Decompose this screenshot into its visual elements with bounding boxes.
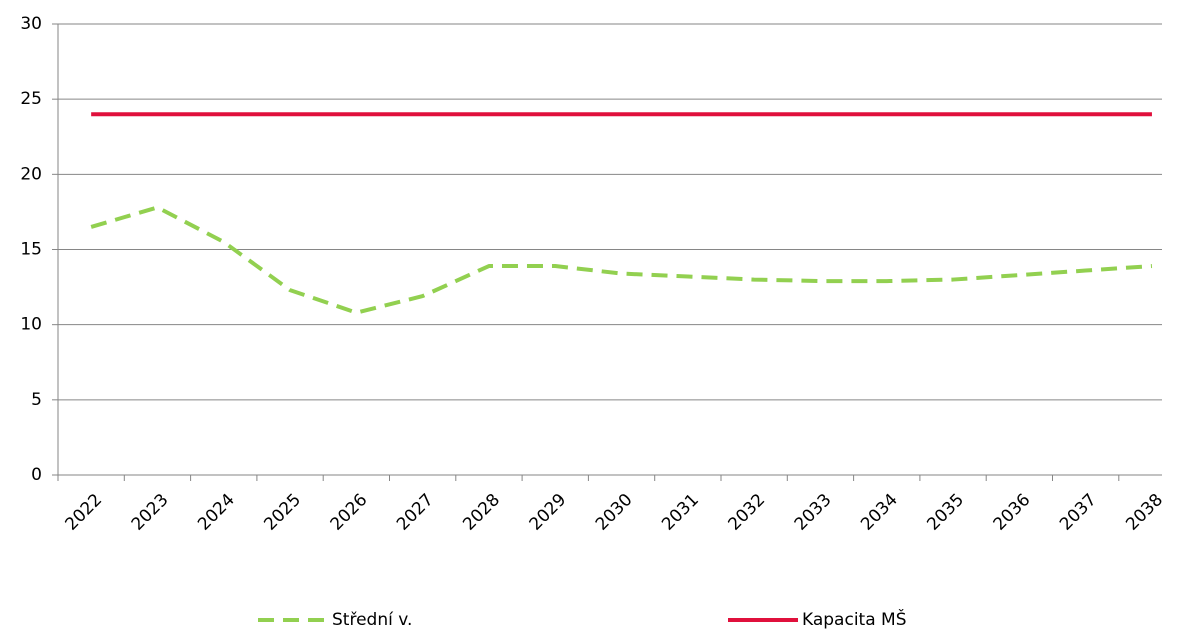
y-tick-label: 5 xyxy=(31,390,42,410)
y-tick-label: 0 xyxy=(31,465,42,485)
x-tick-label: 2031 xyxy=(658,490,703,535)
x-tick-label: 2026 xyxy=(327,490,372,535)
x-tick-label: 2035 xyxy=(923,490,968,535)
y-tick-label: 25 xyxy=(20,89,42,109)
x-tick-label: 2029 xyxy=(526,490,571,535)
x-tick-label: 2024 xyxy=(194,490,239,535)
x-tick-label: 2032 xyxy=(724,490,769,535)
legend-label: Kapacita MŠ xyxy=(802,608,907,630)
x-tick-label: 2037 xyxy=(1056,490,1101,535)
x-tick-label: 2023 xyxy=(128,490,173,535)
y-tick-label: 20 xyxy=(20,164,42,184)
x-tick-label: 2036 xyxy=(990,490,1035,535)
line-series xyxy=(90,205,1153,315)
x-tick-label: 2033 xyxy=(791,490,836,535)
y-tick-label: 10 xyxy=(20,315,42,335)
x-tick-label: 2028 xyxy=(459,490,504,535)
x-tick-label: 2030 xyxy=(592,490,637,535)
x-tick-label: 2034 xyxy=(857,490,902,535)
x-tick-label: 2027 xyxy=(393,490,438,535)
x-tick-label: 2025 xyxy=(260,490,305,535)
y-tick-label: 15 xyxy=(20,240,42,260)
x-tick-label: 2022 xyxy=(61,490,106,535)
y-tick-label: 30 xyxy=(20,14,42,34)
legend-label: Střední v. xyxy=(332,610,412,630)
x-tick-label: 2038 xyxy=(1122,490,1167,535)
